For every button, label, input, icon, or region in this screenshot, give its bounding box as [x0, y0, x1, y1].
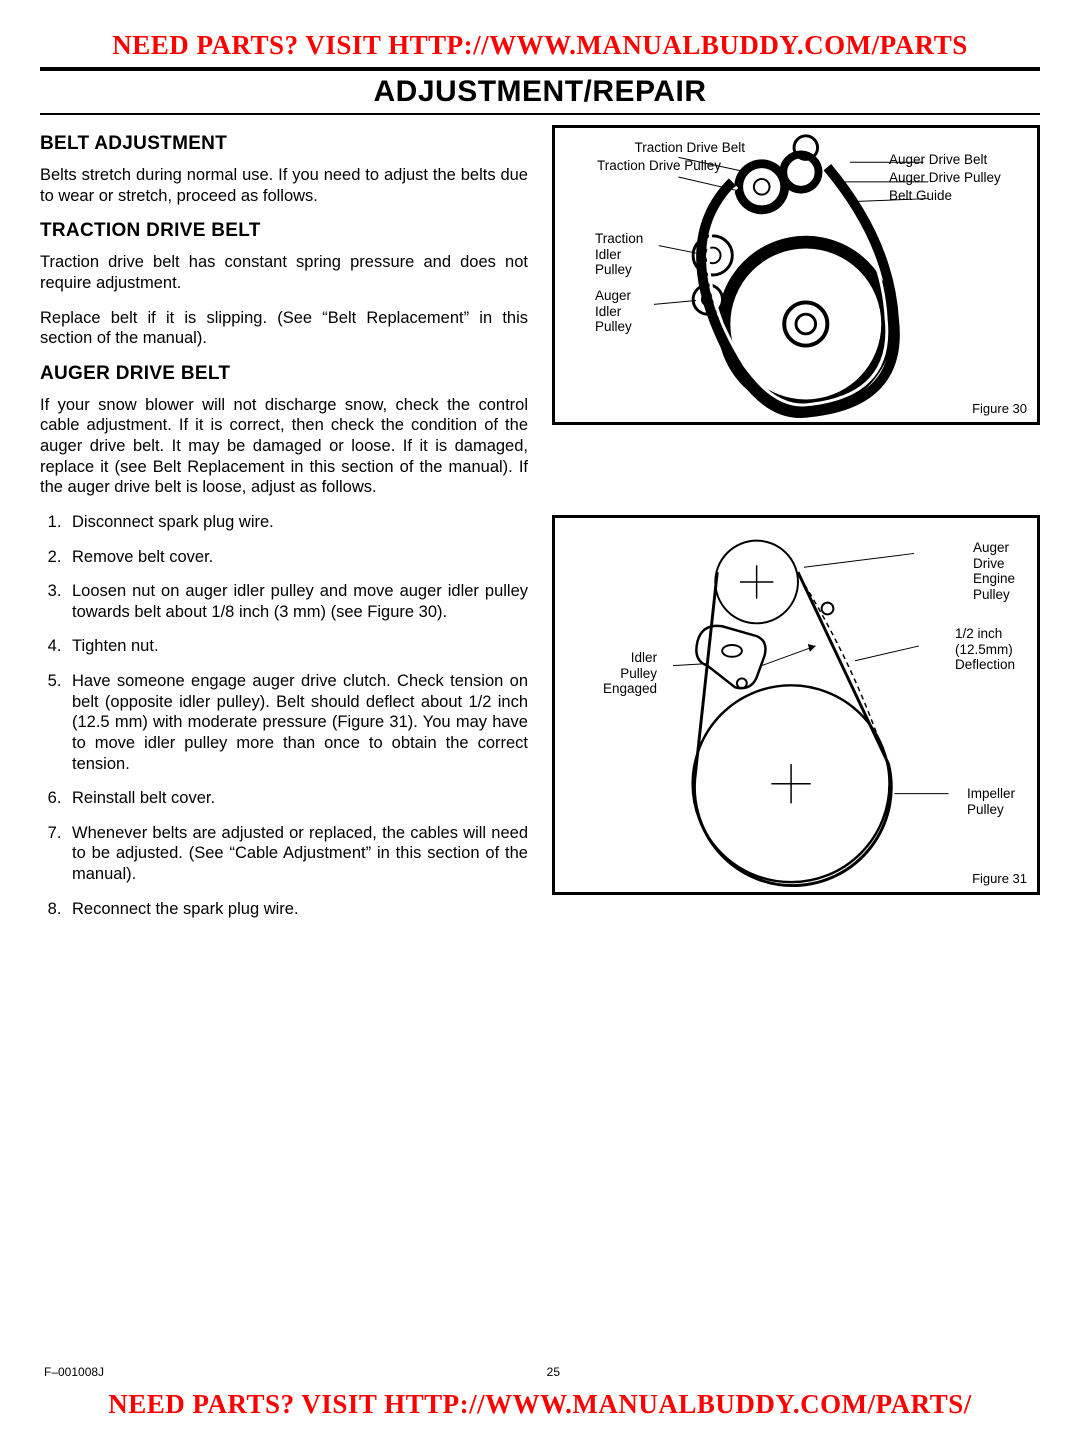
figure-30-caption: Figure 30	[972, 401, 1027, 416]
auger-steps-list: Disconnect spark plug wire. Remove belt …	[40, 512, 528, 919]
footer-page-number: 25	[547, 1365, 560, 1379]
footer-right-spacer	[1003, 1365, 1036, 1379]
label-auger-drive-pulley: Auger Drive Pulley	[889, 170, 1019, 186]
page-title: ADJUSTMENT/REPAIR	[40, 71, 1040, 113]
content-columns: BELT ADJUSTMENT Belts stretch during nor…	[40, 125, 1040, 985]
left-column: BELT ADJUSTMENT Belts stretch during nor…	[40, 125, 528, 985]
figure-31: Auger Drive Engine Pulley 1/2 inch (12.5…	[552, 515, 1040, 895]
figure-31-caption: Figure 31	[972, 871, 1027, 886]
label-idler-pulley-engaged: Idler Pulley Engaged	[603, 650, 657, 697]
label-deflection: 1/2 inch (12.5mm) Deflection	[955, 626, 1015, 673]
traction-body-2: Replace belt if it is slipping. (See “Be…	[40, 308, 528, 349]
label-auger-idler-pulley: Auger Idler Pulley	[595, 288, 632, 335]
figure-30: Traction Drive Belt Traction Drive Pulle…	[552, 125, 1040, 425]
list-item: Loosen nut on auger idler pulley and mov…	[66, 581, 528, 622]
list-item: Disconnect spark plug wire.	[66, 512, 528, 533]
footer: F–001008J 25	[40, 1365, 1040, 1379]
label-traction-drive-pulley: Traction Drive Pulley	[591, 158, 721, 174]
auger-intro: If your snow blower will not discharge s…	[40, 395, 528, 498]
belt-adjustment-body: Belts stretch during normal use. If you …	[40, 165, 528, 206]
rule-under-title	[40, 113, 1040, 115]
list-item: Reconnect the spark plug wire.	[66, 899, 528, 920]
label-impeller-pulley: Impeller Pulley	[967, 786, 1015, 817]
banner-top: NEED PARTS? VISIT HTTP://WWW.MANUALBUDDY…	[40, 30, 1040, 61]
figure-31-svg	[555, 518, 1037, 892]
list-item: Reinstall belt cover.	[66, 788, 528, 809]
label-belt-guide: Belt Guide	[889, 188, 1019, 204]
list-item: Whenever belts are adjusted or replaced,…	[66, 823, 528, 885]
list-item: Remove belt cover.	[66, 547, 528, 568]
label-auger-drive-engine-pulley: Auger Drive Engine Pulley	[973, 540, 1015, 602]
list-item: Tighten nut.	[66, 636, 528, 657]
heading-auger-drive-belt: AUGER DRIVE BELT	[40, 363, 528, 385]
footer-left: F–001008J	[44, 1365, 104, 1379]
right-column: Traction Drive Belt Traction Drive Pulle…	[552, 125, 1040, 985]
traction-body-1: Traction drive belt has constant spring …	[40, 252, 528, 293]
label-auger-drive-belt: Auger Drive Belt	[889, 152, 1019, 168]
heading-traction-drive-belt: TRACTION DRIVE BELT	[40, 220, 528, 242]
banner-bottom: NEED PARTS? VISIT HTTP://WWW.MANUALBUDDY…	[40, 1389, 1040, 1420]
label-traction-drive-belt: Traction Drive Belt	[615, 140, 745, 156]
label-traction-idler-pulley: Traction Idler Pulley	[595, 231, 643, 278]
heading-belt-adjustment: BELT ADJUSTMENT	[40, 133, 528, 155]
list-item: Have someone engage auger drive clutch. …	[66, 671, 528, 774]
